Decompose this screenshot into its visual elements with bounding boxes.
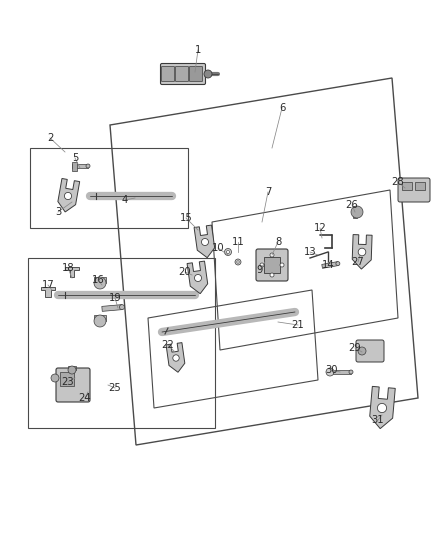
FancyBboxPatch shape	[160, 63, 205, 85]
Text: 6: 6	[279, 103, 285, 113]
Text: 21: 21	[292, 320, 304, 330]
Text: 17: 17	[42, 280, 54, 290]
Polygon shape	[370, 386, 395, 429]
Text: 10: 10	[212, 243, 224, 253]
Circle shape	[51, 374, 59, 382]
Circle shape	[204, 70, 212, 78]
Ellipse shape	[120, 305, 124, 310]
Text: 14: 14	[321, 260, 334, 270]
Text: 20: 20	[179, 267, 191, 277]
Polygon shape	[94, 277, 106, 283]
Circle shape	[225, 248, 232, 255]
Circle shape	[326, 368, 334, 376]
Text: 18: 18	[62, 263, 74, 273]
Ellipse shape	[86, 164, 90, 168]
Text: 26: 26	[346, 200, 358, 210]
Text: 16: 16	[92, 275, 104, 285]
Text: 2: 2	[47, 133, 53, 143]
Bar	[72, 162, 77, 171]
Text: 23: 23	[62, 377, 74, 387]
Polygon shape	[166, 343, 185, 372]
Polygon shape	[65, 267, 78, 277]
Text: 15: 15	[180, 213, 192, 223]
Circle shape	[358, 347, 366, 355]
Ellipse shape	[64, 192, 71, 199]
Ellipse shape	[194, 274, 201, 281]
FancyBboxPatch shape	[256, 249, 288, 281]
Text: 22: 22	[162, 340, 174, 350]
Bar	[415, 182, 425, 190]
Polygon shape	[322, 262, 338, 268]
Circle shape	[260, 263, 264, 267]
Text: 27: 27	[352, 257, 364, 267]
Circle shape	[226, 251, 230, 254]
Polygon shape	[41, 287, 55, 297]
Text: 28: 28	[392, 177, 404, 187]
Polygon shape	[187, 261, 208, 294]
Ellipse shape	[68, 366, 76, 374]
Circle shape	[237, 261, 239, 263]
Text: 4: 4	[122, 195, 128, 205]
Polygon shape	[352, 235, 372, 269]
Polygon shape	[72, 164, 88, 168]
Ellipse shape	[378, 403, 387, 413]
Ellipse shape	[358, 248, 366, 256]
Circle shape	[235, 259, 241, 265]
FancyBboxPatch shape	[356, 340, 384, 362]
Text: 19: 19	[109, 293, 121, 303]
Ellipse shape	[94, 315, 106, 327]
Ellipse shape	[349, 370, 353, 374]
Polygon shape	[102, 305, 122, 311]
Polygon shape	[94, 315, 106, 321]
Polygon shape	[58, 179, 80, 212]
Text: 25: 25	[109, 383, 121, 393]
FancyBboxPatch shape	[176, 67, 188, 82]
Text: 12: 12	[314, 223, 326, 233]
Text: 11: 11	[232, 237, 244, 247]
Circle shape	[280, 263, 284, 267]
Bar	[402, 182, 412, 190]
Ellipse shape	[336, 262, 340, 265]
FancyBboxPatch shape	[398, 178, 430, 202]
Text: 5: 5	[72, 153, 78, 163]
Circle shape	[270, 253, 274, 257]
Polygon shape	[68, 366, 76, 370]
Ellipse shape	[351, 206, 363, 218]
Text: 7: 7	[265, 187, 271, 197]
Circle shape	[270, 273, 274, 277]
Text: 1: 1	[195, 45, 201, 55]
Ellipse shape	[201, 238, 208, 246]
FancyBboxPatch shape	[190, 67, 202, 82]
Text: 29: 29	[349, 343, 361, 353]
Bar	[60, 372, 74, 386]
Text: 13: 13	[304, 247, 316, 257]
Text: 8: 8	[275, 237, 281, 247]
Ellipse shape	[94, 277, 106, 289]
Ellipse shape	[173, 355, 179, 361]
Text: 3: 3	[55, 207, 61, 217]
Text: 24: 24	[79, 393, 91, 403]
Polygon shape	[353, 206, 357, 218]
Text: 31: 31	[372, 415, 384, 425]
FancyBboxPatch shape	[162, 67, 174, 82]
Bar	[264, 257, 280, 273]
Text: 9: 9	[257, 265, 263, 275]
Text: 30: 30	[326, 365, 338, 375]
Polygon shape	[333, 370, 351, 374]
Polygon shape	[194, 225, 215, 257]
FancyBboxPatch shape	[56, 368, 90, 402]
